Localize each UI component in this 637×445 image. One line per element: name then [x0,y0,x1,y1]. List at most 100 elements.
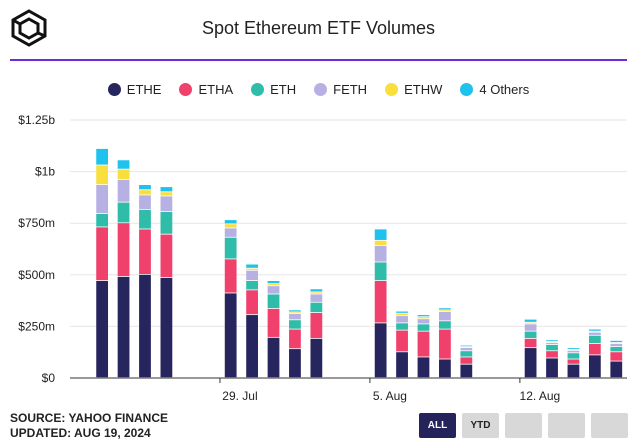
bar-segment-feth[interactable] [289,314,301,320]
bar-segment-eth[interactable] [267,294,280,309]
bar-segment-ethw[interactable] [224,224,237,228]
bar-segment-eth[interactable] [160,211,173,234]
bar-segment-feth[interactable] [567,350,580,353]
bar-segment-etha[interactable] [439,329,451,359]
bar-segment-ethe[interactable] [310,338,323,378]
bar-segment-ethw[interactable] [139,190,151,195]
bar-segment-eth[interactable] [417,324,430,331]
bar-segment-feth[interactable] [117,179,130,202]
bar-segment-etha[interactable] [289,329,301,349]
bar-segment-etha[interactable] [374,280,387,323]
bar-segment-ethe[interactable] [396,352,408,378]
bar-segment-ethe[interactable] [160,277,173,378]
bar-segment-eth[interactable] [524,331,537,338]
bar-segment-etha[interactable] [224,259,237,293]
bar-segment-4-others[interactable] [439,308,451,310]
range-button-3[interactable] [548,413,585,438]
bar-segment-feth[interactable] [96,185,109,214]
bar-segment-ethe[interactable] [588,355,601,378]
bar-segment-ethe[interactable] [610,361,623,378]
range-button-all[interactable]: ALL [419,413,456,438]
bar-segment-4-others[interactable] [139,185,151,190]
bar-segment-etha[interactable] [160,234,173,278]
bar-segment-eth[interactable] [374,262,387,281]
bar-segment-feth[interactable] [524,324,537,331]
bar-segment-4-others[interactable] [610,340,623,343]
bar-segment-eth[interactable] [117,202,130,223]
bar-segment-ethe[interactable] [546,358,558,378]
bar-segment-ethw[interactable] [374,240,387,246]
bar-segment-ethe[interactable] [267,337,280,378]
bar-segment-ethe[interactable] [117,276,130,378]
bar-segment-ethw[interactable] [96,165,109,185]
bar-segment-ethw[interactable] [117,169,130,180]
bar-segment-4-others[interactable] [588,329,601,331]
bar-segment-eth[interactable] [310,302,323,313]
bar-segment-etha[interactable] [396,330,408,352]
bar-segment-ethw[interactable] [267,284,280,286]
bar-segment-ethe[interactable] [460,364,473,378]
bar-segment-etha[interactable] [117,223,130,277]
bar-segment-eth[interactable] [289,320,301,329]
bar-segment-eth[interactable] [439,321,451,329]
legend-item-etha[interactable]: ETHA [179,82,233,97]
bar-segment-feth[interactable] [439,311,451,321]
bar-segment-eth[interactable] [396,323,408,330]
bar-segment-ethw[interactable] [417,317,430,319]
bar-segment-4-others[interactable] [289,310,301,312]
bar-segment-feth[interactable] [374,245,387,262]
bar-segment-ethe[interactable] [524,348,537,378]
legend-item-feth[interactable]: FETH [314,82,367,97]
bar-segment-4-others[interactable] [396,311,408,313]
bar-segment-4-others[interactable] [246,264,258,268]
bar-segment-4-others[interactable] [546,340,558,342]
bar-segment-eth[interactable] [588,335,601,344]
legend-item-ethe[interactable]: ETHE [107,82,161,97]
bar-segment-4-others[interactable] [96,148,109,165]
bar-segment-ethe[interactable] [439,359,451,378]
bar-segment-etha[interactable] [588,343,601,355]
legend-item-eth[interactable]: ETH [251,82,296,97]
bar-segment-etha[interactable] [310,312,323,338]
bar-segment-ethe[interactable] [567,364,580,378]
bar-segment-ethw[interactable] [160,192,173,196]
legend-item-ethw[interactable]: ETHW [385,82,442,97]
bar-segment-4-others[interactable] [460,345,473,347]
bar-segment-feth[interactable] [246,270,258,281]
bar-segment-eth[interactable] [224,237,237,259]
bar-segment-etha[interactable] [546,351,558,358]
bar-segment-4-others[interactable] [224,220,237,224]
bar-segment-ethw[interactable] [310,292,323,294]
bar-segment-eth[interactable] [567,353,580,359]
bar-segment-4-others[interactable] [524,319,537,322]
legend-item-4-others[interactable]: 4 Others [460,82,529,97]
bar-segment-etha[interactable] [246,290,258,315]
bar-segment-etha[interactable] [267,308,280,337]
bar-segment-eth[interactable] [546,344,558,351]
bar-segment-eth[interactable] [246,280,258,290]
bar-segment-feth[interactable] [396,316,408,323]
bar-segment-4-others[interactable] [417,315,430,317]
bar-segment-feth[interactable] [224,228,237,237]
bar-segment-ethe[interactable] [96,280,109,378]
bar-segment-ethe[interactable] [139,274,151,378]
bar-segment-feth[interactable] [160,196,173,212]
bar-segment-ethw[interactable] [439,310,451,312]
bar-segment-feth[interactable] [546,342,558,345]
bar-segment-ethe[interactable] [374,323,387,378]
bar-segment-etha[interactable] [567,359,580,364]
bar-segment-feth[interactable] [417,319,430,324]
bar-segment-eth[interactable] [460,351,473,357]
bar-segment-feth[interactable] [139,195,151,209]
bar-segment-ethe[interactable] [417,357,430,378]
bar-segment-etha[interactable] [139,229,151,274]
bar-segment-eth[interactable] [139,209,151,229]
bar-segment-ethw[interactable] [246,268,258,270]
bar-segment-eth[interactable] [610,347,623,352]
bar-segment-4-others[interactable] [267,280,280,284]
bar-segment-feth[interactable] [588,332,601,335]
bar-segment-etha[interactable] [417,331,430,357]
bar-segment-ethw[interactable] [524,322,537,324]
bar-segment-4-others[interactable] [567,348,580,349]
bar-segment-4-others[interactable] [374,229,387,240]
